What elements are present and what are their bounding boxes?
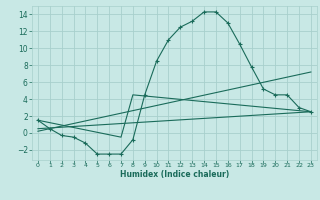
X-axis label: Humidex (Indice chaleur): Humidex (Indice chaleur)	[120, 170, 229, 179]
